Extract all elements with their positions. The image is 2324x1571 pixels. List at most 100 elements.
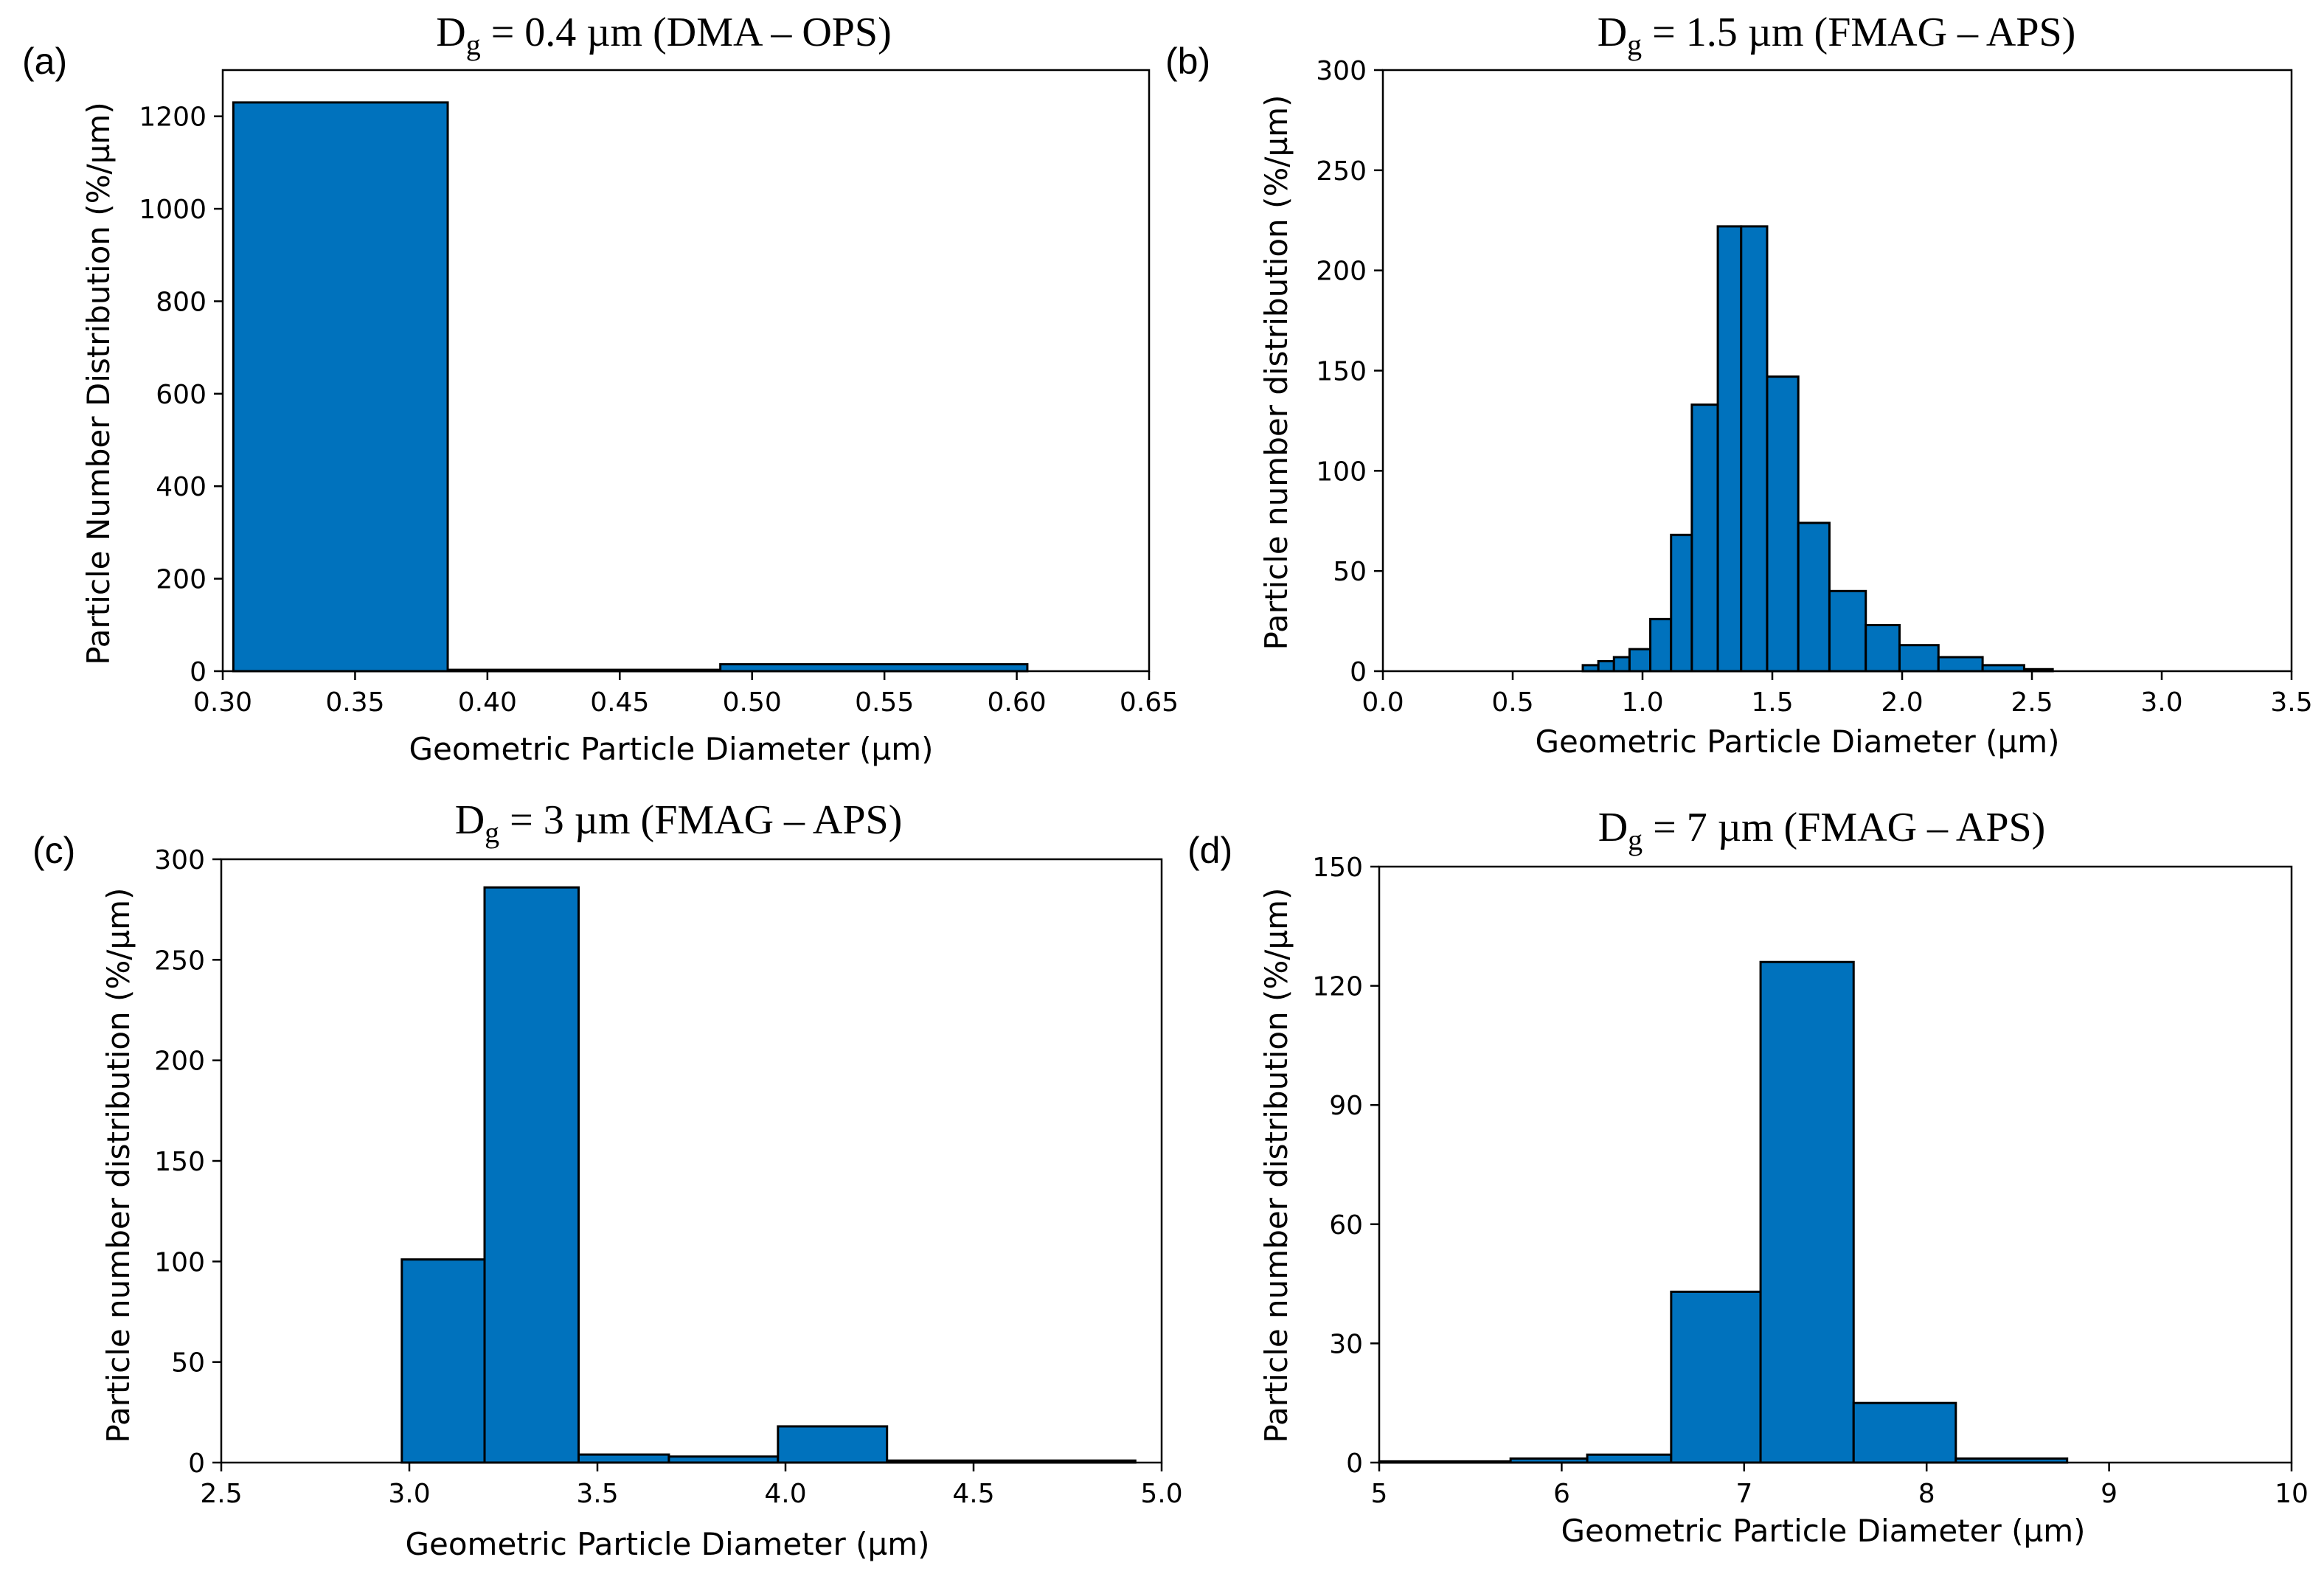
panel-b: (b) Dg = 1.5 µm (FMAG – APS) 0.0 0.5 1.0 1.… [1165, 10, 2313, 760]
histogram-bar [1628, 648, 1652, 673]
panel-label: (d) [1187, 830, 1232, 871]
y-tick-label: 150 [154, 1147, 205, 1177]
x-axis-label: Geometric Particle Diameter (µm) [1561, 1513, 2085, 1549]
y-tick-label: 50 [171, 1348, 205, 1378]
x-tick-label: 3.5 [576, 1479, 618, 1509]
y-tick-label: 300 [1316, 56, 1367, 86]
chart-title: Dg = 1.5 µm (FMAG – APS) [1598, 10, 2076, 61]
x-tick-label: 7 [1735, 1479, 1752, 1509]
x-tick-label: 0.0 [1362, 687, 1404, 718]
histogram-bar [1759, 960, 1855, 1464]
x-tick-label: 9 [2101, 1479, 2117, 1509]
y-tick-label: 100 [154, 1247, 205, 1277]
histogram-bar [577, 1453, 670, 1464]
histogram-bar [232, 101, 449, 673]
histogram-bar [483, 886, 580, 1464]
chart-title: Dg = 3 µm (FMAG – APS) [455, 797, 903, 849]
y-axis-label: Particle Number Distribution (%/µm) [80, 102, 117, 665]
y-tick-label: 0 [190, 657, 207, 687]
x-tick-label: 3.5 [2270, 687, 2312, 718]
chart-title: Dg = 0.4 µm (DMA – OPS) [436, 10, 891, 61]
x-tick-label: 6 [1553, 1479, 1570, 1509]
y-tick-label: 250 [154, 946, 205, 976]
x-tick-label: 2.0 [1881, 687, 1923, 718]
histogram-bar [1597, 659, 1615, 673]
y-tick-label: 0 [1346, 1449, 1363, 1479]
y-tick-label: 120 [1312, 972, 1363, 1002]
y-tick-label: 300 [154, 845, 205, 875]
y-axis-label: Particle number distribution (%/µm) [1258, 888, 1294, 1443]
x-axis-label: Geometric Particle Diameter (µm) [1535, 724, 2059, 760]
x-tick-label: 0.40 [458, 687, 517, 718]
y-tick-label: 150 [1312, 853, 1363, 883]
y-tick-label: 150 [1316, 357, 1367, 387]
panel-c: (c) Dg = 3 µm (FMAG – APS) 2.5 3.0 3.5 4.0 4… [32, 797, 1183, 1562]
x-tick-label: 0.50 [723, 687, 782, 718]
plot-area: 0.0 0.5 1.0 1.5 2.0 2.5 3.0 3.5 0 50 100 150 200 250 3… [1316, 56, 2312, 718]
panel-d: (d) Dg = 7 µm (FMAG – APS) 5 6 7 8 9 10 0 30 60 9… [1187, 805, 2309, 1549]
histogram-bar [1716, 225, 1743, 673]
y-tick-label: 250 [1316, 156, 1367, 187]
axes-frame [221, 69, 1151, 673]
histogram-bar [1649, 617, 1673, 673]
histogram-bar [1828, 589, 1867, 673]
y-axis-label: Particle number distribution (%/µm) [1258, 95, 1294, 651]
x-tick-label: 4.5 [952, 1479, 994, 1509]
y-tick-label: 0 [1350, 657, 1367, 687]
histogram-bar [1612, 656, 1631, 673]
x-tick-label: 3.0 [2140, 687, 2182, 718]
histogram-bar [1670, 1290, 1762, 1464]
histogram-bar [1740, 225, 1769, 673]
x-tick-label: 4.0 [764, 1479, 806, 1509]
y-tick-label: 200 [156, 565, 207, 595]
x-tick-label: 2.5 [200, 1479, 242, 1509]
histogram-bar [1586, 1453, 1673, 1464]
x-axis-label: Geometric Particle Diameter (µm) [409, 731, 933, 767]
panel-label: (b) [1165, 41, 1210, 82]
x-tick-label: 5 [1371, 1479, 1388, 1509]
x-tick-label: 0.30 [193, 687, 252, 718]
y-tick-label: 600 [156, 380, 207, 410]
x-tick-label: 10 [2275, 1479, 2309, 1509]
histogram-bar [1797, 521, 1831, 673]
plot-area: 0.30 0.35 0.40 0.45 0.50 0.55 0.60 0.65 0 200 400 6… [139, 69, 1179, 718]
y-tick-label: 60 [1329, 1210, 1363, 1241]
panel-label: (a) [22, 41, 67, 82]
plot-area: 5 6 7 8 9 10 0 30 60 90 120 150 [1312, 853, 2309, 1509]
panel-a: (a) Dg = 0.4 µm (DMA – OPS) 0.30 0.35 0.40… [22, 10, 1179, 767]
x-tick-label: 0.45 [590, 687, 649, 718]
y-tick-label: 100 [1316, 457, 1367, 487]
y-tick-label: 30 [1329, 1329, 1363, 1359]
axes-frame [220, 858, 1163, 1464]
x-tick-label: 2.5 [2011, 687, 2053, 718]
histogram-bar [1670, 533, 1693, 673]
histogram-bar [1766, 375, 1800, 673]
x-tick-label: 8 [1918, 1479, 1935, 1509]
y-tick-label: 50 [1333, 557, 1367, 587]
x-tick-label: 0.60 [987, 687, 1046, 718]
y-tick-label: 800 [156, 287, 207, 317]
histogram-bar [1690, 403, 1719, 673]
histogram-bar [1865, 624, 1901, 673]
y-tick-label: 400 [156, 472, 207, 502]
x-tick-label: 3.0 [388, 1479, 430, 1509]
y-tick-label: 90 [1329, 1091, 1363, 1121]
chart-title: Dg = 7 µm (FMAG – APS) [1598, 805, 2046, 856]
y-tick-label: 200 [1316, 257, 1367, 287]
y-tick-label: 1200 [139, 103, 207, 133]
y-tick-label: 200 [154, 1047, 205, 1077]
panel-label: (c) [32, 830, 75, 871]
axes-frame [1378, 865, 2293, 1464]
x-tick-label: 1.0 [1621, 687, 1663, 718]
histogram-bar [1852, 1401, 1957, 1464]
x-tick-label: 1.5 [1751, 687, 1793, 718]
histogram-bar [400, 1258, 486, 1464]
y-tick-label: 1000 [139, 195, 207, 225]
plot-area: 2.5 3.0 3.5 4.0 4.5 5.0 0 50 100 150 200 250 300 [154, 845, 1182, 1509]
y-axis-label: Particle number distribution (%/µm) [100, 888, 136, 1443]
y-tick-label: 0 [188, 1449, 205, 1479]
histogram-bar [1937, 656, 1984, 673]
x-tick-label: 0.65 [1120, 687, 1179, 718]
histogram-bar [719, 663, 1029, 673]
